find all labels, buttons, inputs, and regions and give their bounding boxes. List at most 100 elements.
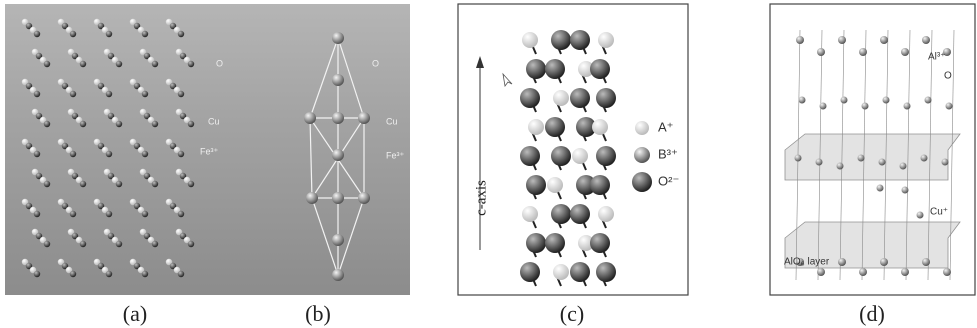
- atom: [526, 233, 546, 253]
- atom: [306, 192, 318, 204]
- atom: [553, 264, 569, 280]
- atom: [116, 121, 122, 127]
- atom: [178, 271, 184, 277]
- atom: [570, 262, 590, 282]
- atom: [590, 59, 610, 79]
- atom: [592, 119, 608, 135]
- caption: (d): [859, 301, 885, 326]
- atom: [34, 211, 40, 217]
- atom: [859, 48, 867, 56]
- atom: [551, 204, 571, 224]
- legend-marker: [635, 121, 649, 135]
- atom: [304, 112, 316, 124]
- label: Cu⁺: [930, 207, 948, 218]
- figure: O Cu Fe³⁺ O Cu Fe³⁺ c-axis A⁺ B³⁺ O²⁻ Al…: [0, 0, 977, 328]
- atom: [106, 271, 112, 277]
- label: O: [944, 71, 952, 82]
- atom: [332, 74, 344, 86]
- legend-marker: [634, 147, 650, 163]
- atom: [946, 103, 953, 110]
- atom: [862, 103, 869, 110]
- caption: (c): [560, 301, 584, 326]
- label: O: [216, 58, 223, 68]
- label: Fe³⁺: [200, 146, 219, 156]
- atom: [34, 91, 40, 97]
- atom: [188, 181, 194, 187]
- atom: [917, 212, 924, 219]
- atom: [332, 149, 344, 161]
- atom: [44, 241, 50, 247]
- atom: [590, 175, 610, 195]
- atom: [925, 97, 932, 104]
- atom: [817, 48, 825, 56]
- atom: [817, 268, 825, 276]
- atom: [547, 177, 563, 193]
- atom: [522, 206, 538, 222]
- atom: [901, 268, 909, 276]
- atom: [880, 258, 888, 266]
- atom: [795, 155, 802, 162]
- atom: [816, 159, 823, 166]
- atom: [106, 31, 112, 37]
- atom: [178, 91, 184, 97]
- atom: [152, 241, 158, 247]
- atom: [520, 262, 540, 282]
- page: {"panels": [ {"caption": "(a)", "labels"…: [0, 0, 977, 328]
- atom: [116, 61, 122, 67]
- atom: [80, 241, 86, 247]
- atom: [596, 88, 616, 108]
- atom: [70, 31, 76, 37]
- atom: [80, 181, 86, 187]
- atom: [545, 117, 565, 137]
- atom: [922, 258, 930, 266]
- label: AlO₆ layer: [784, 257, 830, 268]
- atom: [942, 159, 949, 166]
- atom: [34, 151, 40, 157]
- atom: [877, 185, 884, 192]
- legend-marker: [632, 172, 652, 192]
- atom: [528, 119, 544, 135]
- atom: [596, 262, 616, 282]
- caption: (a): [123, 301, 147, 326]
- atom: [70, 151, 76, 157]
- atom: [44, 121, 50, 127]
- atom: [598, 32, 614, 48]
- atom: [188, 121, 194, 127]
- atom: [332, 269, 344, 281]
- atom: [332, 32, 344, 44]
- atom: [880, 36, 888, 44]
- atom: [570, 88, 590, 108]
- atom: [358, 192, 370, 204]
- atom: [526, 175, 546, 195]
- atom: [902, 187, 909, 194]
- atom: [900, 163, 907, 170]
- atom: [921, 155, 928, 162]
- atom: [142, 271, 148, 277]
- atom: [820, 103, 827, 110]
- atom: [152, 61, 158, 67]
- atom: [70, 91, 76, 97]
- atom: [44, 61, 50, 67]
- atom: [551, 146, 571, 166]
- atom: [152, 121, 158, 127]
- label: Cu: [386, 116, 398, 126]
- atom: [841, 97, 848, 104]
- atom: [188, 241, 194, 247]
- atom: [70, 271, 76, 277]
- atom: [551, 30, 571, 50]
- layer: [785, 134, 960, 180]
- atom: [570, 30, 590, 50]
- atom: [44, 181, 50, 187]
- atom: [883, 97, 890, 104]
- atom: [522, 32, 538, 48]
- atom: [178, 31, 184, 37]
- legend-label: A⁺: [658, 119, 674, 134]
- atom: [545, 233, 565, 253]
- label: Al³⁺: [928, 52, 946, 63]
- atom: [838, 258, 846, 266]
- atom: [34, 31, 40, 37]
- atom: [70, 211, 76, 217]
- atom: [859, 268, 867, 276]
- atom: [838, 36, 846, 44]
- atom: [80, 121, 86, 127]
